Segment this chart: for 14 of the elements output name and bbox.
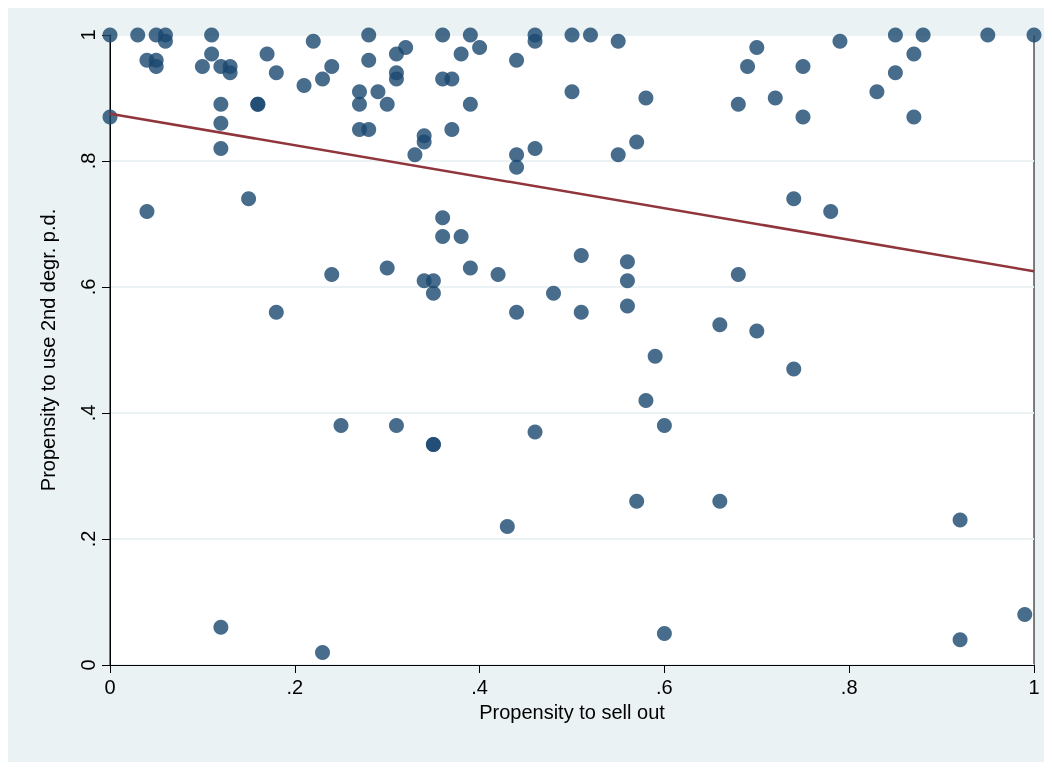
y-tick-label: .2 xyxy=(77,530,99,548)
y-tick-label: .4 xyxy=(77,404,99,422)
x-tick-label: .2 xyxy=(286,676,304,698)
y-axis-title: Propensity to use 2nd degr. p.d. xyxy=(37,208,59,492)
x-tick-label: .6 xyxy=(656,676,673,698)
y-tick-label: .8 xyxy=(77,152,99,170)
x-tick-label: 1 xyxy=(1028,676,1040,698)
y-tick-label: 0 xyxy=(77,659,99,671)
y-tick-label: .6 xyxy=(77,278,99,296)
y-tick-label: 1 xyxy=(77,29,99,41)
x-tick-label: 0 xyxy=(104,676,116,698)
x-tick-label: .8 xyxy=(840,676,858,698)
x-tick-label: .4 xyxy=(471,676,488,698)
x-axis-title: Propensity to sell out xyxy=(479,700,666,723)
